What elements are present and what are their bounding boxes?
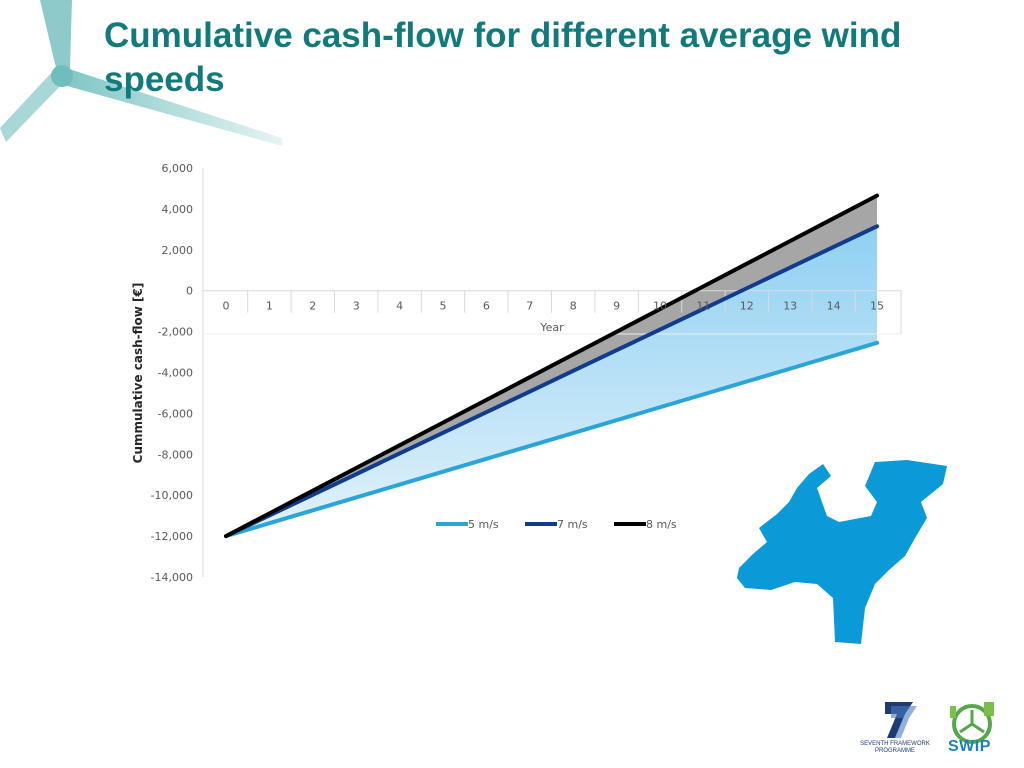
x-tick-label: 15 <box>870 300 884 313</box>
x-tick-label: 12 <box>740 300 754 313</box>
legend-label: 8 m/s <box>646 518 677 531</box>
y-tick-label: -2,000 <box>158 326 193 339</box>
swip-logo-building <box>984 702 994 716</box>
y-tick-label: 6,000 <box>162 162 194 175</box>
chart-legend: 5 m/s 7 m/s 8 m/s <box>436 518 677 531</box>
swip-logo-text: SWIP <box>948 738 991 755</box>
x-tick-label: 0 <box>223 300 230 313</box>
series-layer <box>224 193 879 539</box>
legend-label: 5 m/s <box>468 518 499 531</box>
y-tick-label: -14,000 <box>151 571 193 584</box>
swip-logo-circle <box>952 704 992 744</box>
x-tick-label: 10 <box>653 300 667 313</box>
legend-label: 7 m/s <box>557 518 588 531</box>
x-tick-label: 14 <box>827 300 841 313</box>
x-tick-label: 3 <box>353 300 360 313</box>
fp7-caption: SEVENTH FRAMEWORK PROGRAMME <box>860 741 930 754</box>
x-tick-label: 8 <box>570 300 577 313</box>
turbine-blade-left <box>0 72 64 142</box>
y-tick-label: -6,000 <box>158 407 193 420</box>
x-tick-label: 1 <box>266 300 273 313</box>
x-tick-label: 11 <box>696 300 710 313</box>
turbine-hub <box>51 65 73 87</box>
turbine-blade-right <box>60 68 282 146</box>
map-region-shape <box>737 460 947 644</box>
x-tick-label: 6 <box>483 300 490 313</box>
x-tick-label: 9 <box>613 300 620 313</box>
fp7-logo <box>885 702 917 738</box>
y-tick-label: 0 <box>186 285 193 298</box>
swip-logo-blade-2 <box>959 722 973 734</box>
y-tick-label: 4,000 <box>162 203 194 216</box>
swip-logo-blade-3 <box>971 722 985 734</box>
x-axis-title: Year <box>539 321 564 334</box>
x-tick-label: 13 <box>783 300 797 313</box>
y-tick-label: -8,000 <box>158 448 193 461</box>
y-tick-label: -4,000 <box>158 367 193 380</box>
slide-title: Cumulative cash-flow for different avera… <box>104 16 902 99</box>
series-line-5-m-s <box>224 340 879 539</box>
series-line-8-m-s <box>224 193 879 539</box>
fp7-logo-mark-shadow <box>891 706 917 738</box>
wind-turbine-graphic <box>0 0 282 146</box>
labels-layer: 6,000 4,000 2,000 0 -2,000 -4,000 -6,000 -8,000… <box>131 162 884 584</box>
swip-logo-tower <box>950 706 956 718</box>
y-tick-label: 2,000 <box>162 244 194 257</box>
series-line-7-m-s <box>224 224 879 539</box>
swip-logo <box>950 702 994 744</box>
x-tick-label: 4 <box>396 300 403 313</box>
map-silhouette <box>737 460 947 644</box>
x-tick-label: 5 <box>440 300 447 313</box>
x-tick-label: 7 <box>526 300 533 313</box>
x-tick-label: 2 <box>309 300 316 313</box>
axes-layer <box>202 168 902 577</box>
y-tick-label: -10,000 <box>151 489 193 502</box>
y-axis-title: Cummulative cash-flow [€] <box>131 283 145 464</box>
turbine-blade-top <box>40 0 72 68</box>
y-tick-label: -12,000 <box>151 530 193 543</box>
